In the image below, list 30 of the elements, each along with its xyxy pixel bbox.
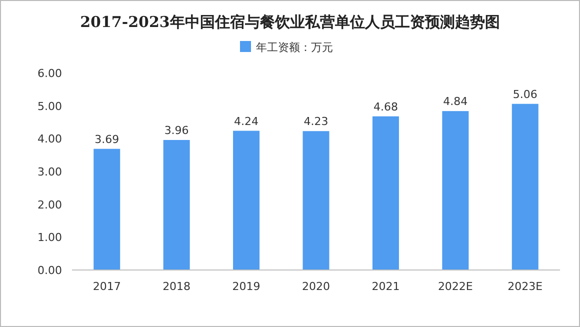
y-tick-label: 4.00 [38,132,62,146]
y-tick-label: 0.00 [38,264,62,277]
x-tick-label: 2018 [162,280,191,293]
bar [512,104,538,270]
bar [233,130,260,270]
x-tick-label: 2022E [438,280,473,293]
x-tick-label: 2020 [302,280,330,293]
y-tick-label: 3.00 [38,166,62,178]
data-label: 3.69 [94,132,120,146]
y-tick-label: 5.00 [38,100,62,113]
y-tick-label: 6.00 [38,67,62,80]
data-label: 4.24 [234,114,259,128]
x-tick-label: 2021 [372,280,400,293]
bar [442,111,469,270]
bar [302,131,330,270]
data-label: 3.96 [164,124,189,137]
chart-title: 2017-2023年中国住宿与餐饮业私营单位人员工资预测趋势图 [80,13,500,31]
bar [372,116,399,270]
x-tick-label: 2023E [508,280,543,293]
x-tick-label: 2019 [232,280,260,293]
x-tick-label: 2017 [92,280,121,293]
data-label: 4.23 [304,115,328,128]
data-label: 5.06 [512,88,538,101]
y-tick-label: 1.00 [38,231,62,244]
data-label: 4.84 [443,95,468,108]
y-tick-label: 2.00 [38,198,62,212]
data-label: 4.68 [373,100,398,114]
bar [94,148,120,270]
legend-label: 年工资额：万元 [256,41,333,54]
bar [163,140,190,270]
